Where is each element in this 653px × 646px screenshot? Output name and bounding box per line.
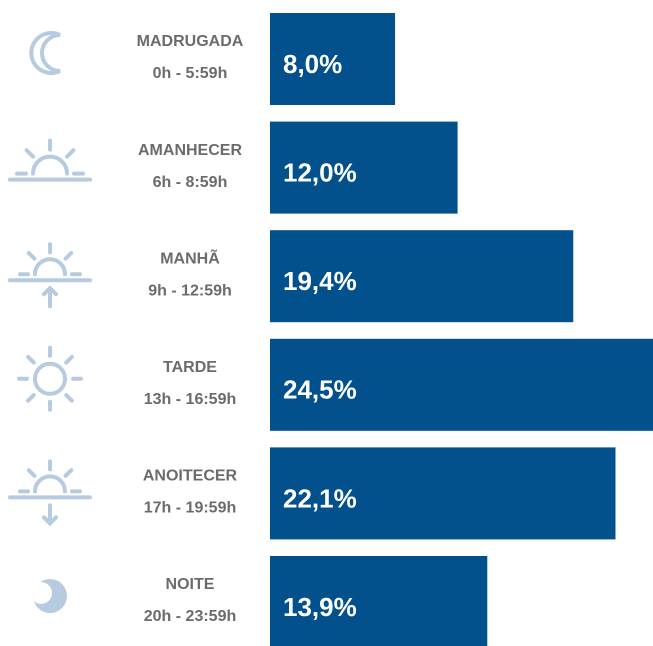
category-label: TARDE xyxy=(163,359,217,376)
arrow-down xyxy=(42,503,58,527)
category-label: MADRUGADA xyxy=(137,33,244,50)
bar xyxy=(270,230,574,323)
icon xyxy=(29,31,61,75)
value-label: 12,0% xyxy=(283,157,357,187)
category-range: 6h - 8:59h xyxy=(153,174,228,191)
icon-ray xyxy=(63,468,74,478)
icon-ray xyxy=(63,250,74,261)
icon xyxy=(8,459,92,527)
arrow-up xyxy=(42,285,58,309)
category-range: 13h - 16:59h xyxy=(144,391,236,408)
half-sun xyxy=(31,154,69,176)
bar xyxy=(270,556,488,646)
icon xyxy=(17,345,83,412)
icon xyxy=(8,242,92,309)
icon-ray xyxy=(64,354,74,365)
icon-ray xyxy=(64,148,76,159)
value-label: 13,9% xyxy=(283,592,357,622)
half-sun xyxy=(33,474,67,494)
category-label: MANHÃ xyxy=(160,247,220,267)
half-sun xyxy=(33,257,67,277)
icon xyxy=(30,579,67,613)
value-label: 22,1% xyxy=(283,483,357,513)
moon-icon xyxy=(29,31,61,75)
icon-ray xyxy=(26,354,36,365)
bar xyxy=(270,13,396,105)
category-range: 9h - 12:59h xyxy=(148,282,232,299)
category-range: 0h - 5:59h xyxy=(153,65,228,82)
category-label: NOITE xyxy=(166,576,215,593)
sun xyxy=(33,361,67,396)
category-range: 17h - 19:59h xyxy=(144,500,236,517)
bar xyxy=(270,121,458,214)
category-range: 20h - 23:59h xyxy=(144,608,236,625)
value-label: 24,5% xyxy=(283,375,357,405)
icon xyxy=(8,138,92,182)
bar xyxy=(270,338,653,431)
icon-ray xyxy=(26,250,37,261)
category-label: AMANHECER xyxy=(138,142,242,159)
icon-ray xyxy=(64,393,74,403)
icon-ray xyxy=(26,468,37,478)
icon-ray xyxy=(26,393,36,403)
value-label: 19,4% xyxy=(283,266,357,296)
moon-shade xyxy=(30,582,52,604)
bar xyxy=(270,447,616,540)
icon-ray xyxy=(24,148,36,159)
value-label: 8,0% xyxy=(283,49,342,79)
category-label: ANOITECER xyxy=(143,468,238,485)
